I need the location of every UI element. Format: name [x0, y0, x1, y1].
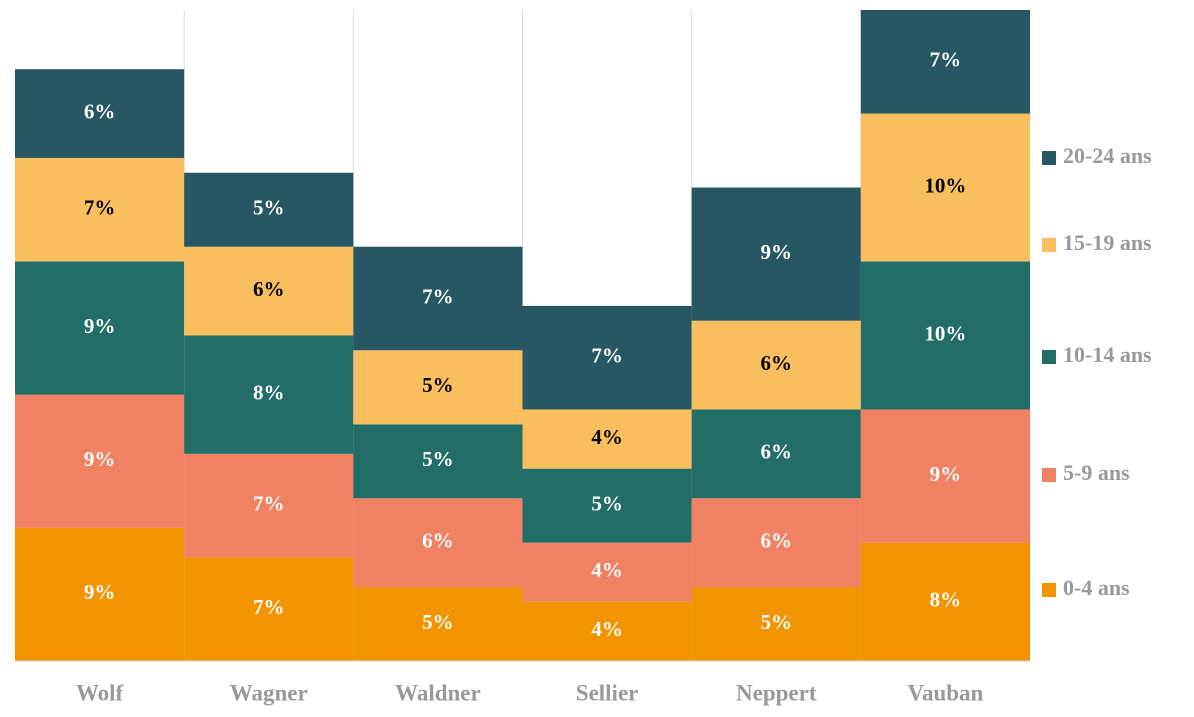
bar-segment [860, 10, 1030, 114]
bar-segment [691, 320, 861, 410]
x-tick-label: Wolf [76, 680, 124, 705]
bar-segment [353, 498, 523, 588]
bar-segment [184, 557, 354, 661]
data-label: 9% [84, 447, 116, 471]
legend-label: 10-14 ans [1063, 342, 1152, 367]
data-label: 6% [761, 440, 793, 464]
data-label: 7% [591, 344, 623, 368]
legend-swatch [1042, 238, 1056, 252]
bar-segment [860, 542, 1030, 661]
data-label: 9% [84, 314, 116, 338]
data-label: 6% [84, 99, 116, 123]
x-tick-label: Waldner [395, 680, 481, 705]
data-label: 9% [84, 580, 116, 604]
data-label: 5% [422, 447, 454, 471]
bar-segment [184, 172, 354, 247]
data-label: 10% [924, 321, 966, 345]
data-label: 5% [761, 610, 793, 634]
bar-segment [860, 261, 1030, 410]
bar-segment [522, 409, 692, 469]
legend-label: 20-24 ans [1063, 143, 1152, 168]
data-label: 6% [422, 528, 454, 552]
bar-segment [522, 601, 692, 661]
data-label: 8% [930, 588, 962, 612]
data-label: 9% [761, 240, 793, 264]
bar-segment [691, 409, 861, 499]
legend-label: 0-4 ans [1063, 575, 1130, 600]
data-label: 6% [253, 277, 285, 301]
bar-segment [15, 527, 185, 661]
data-label: 6% [761, 528, 793, 552]
bar-segment [691, 498, 861, 588]
data-label: 10% [924, 173, 966, 197]
bar-segment [860, 409, 1030, 543]
bar-segment [15, 69, 185, 158]
x-tick-label: Sellier [576, 680, 639, 705]
data-label: 7% [930, 48, 962, 72]
data-label: 5% [422, 610, 454, 634]
bar-segment [353, 587, 523, 661]
bar-segment [15, 394, 185, 528]
legend-swatch [1042, 151, 1056, 165]
x-tick-label: Wagner [230, 680, 308, 705]
bar-segment [860, 113, 1030, 262]
bar-segment [15, 261, 185, 395]
x-tick-label: Vauban [907, 680, 983, 705]
legend-swatch [1042, 583, 1056, 597]
bar-segment [353, 350, 523, 425]
data-label: 7% [422, 284, 454, 308]
legend-swatch [1042, 468, 1056, 482]
legend-swatch [1042, 350, 1056, 364]
data-label: 8% [253, 380, 285, 404]
bar-segment [184, 246, 354, 336]
data-label: 4% [591, 558, 623, 582]
data-label: 5% [591, 491, 623, 515]
legend-label: 15-19 ans [1063, 230, 1152, 255]
bar-segment [184, 335, 354, 454]
bar-segment [15, 157, 185, 262]
bar-segment [522, 468, 692, 543]
data-label: 7% [253, 491, 285, 515]
data-label: 6% [761, 351, 793, 375]
bar-segment [691, 187, 861, 321]
bar-segment [353, 424, 523, 499]
data-label: 7% [84, 196, 116, 220]
bar-segment [691, 587, 861, 661]
data-label: 5% [253, 196, 285, 220]
bar-segment [184, 453, 354, 558]
x-tick-label: Neppert [736, 680, 817, 705]
bar-segment [522, 305, 692, 410]
data-label: 4% [591, 425, 623, 449]
data-label: 7% [253, 595, 285, 619]
bar-segment [353, 246, 523, 351]
bar-segment [522, 542, 692, 602]
data-label: 9% [930, 462, 962, 486]
data-label: 5% [422, 373, 454, 397]
data-label: 4% [591, 617, 623, 641]
legend-label: 5-9 ans [1063, 460, 1130, 485]
